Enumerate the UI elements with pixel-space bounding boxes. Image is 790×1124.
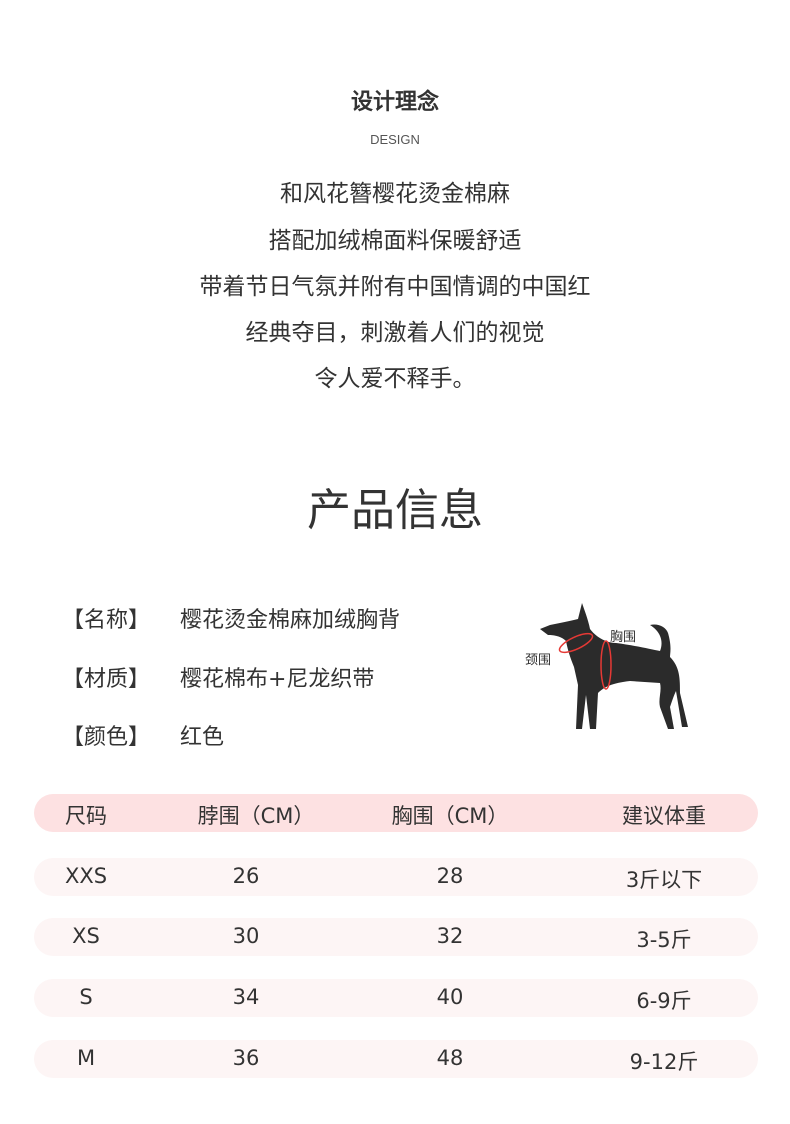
table-cell: 6-9斤 xyxy=(636,989,692,1013)
dog-silhouette xyxy=(540,603,688,729)
dog-measurement-diagram: 胸围 颈围 xyxy=(525,603,688,729)
field-label: 【颜色】 xyxy=(62,725,151,750)
table-row: M 36 48 9-12斤 xyxy=(34,1040,758,1078)
table-cell: 40 xyxy=(436,985,464,1009)
size-table-header: 尺码 脖围（CM） 胸围（CM） 建议体重 xyxy=(34,794,758,832)
table-cell: 3斤以下 xyxy=(625,868,703,892)
table-cell: 9-12斤 xyxy=(629,1050,699,1074)
field-name: 【名称】 樱花烫金棉麻加绒胸背 xyxy=(62,602,400,634)
design-line: 经典夺目，刺激着人们的视觉 xyxy=(245,320,545,346)
header-cell: 脖围（CM） xyxy=(197,804,315,828)
design-line: 带着节日气氛并附有中国情调的中国红 xyxy=(199,274,591,300)
chest-label: 胸围 xyxy=(610,630,636,645)
design-line: 令人爱不释手。 xyxy=(314,366,476,392)
field-value: 樱花棉布+尼龙织带 xyxy=(180,667,375,692)
table-cell: XS xyxy=(72,924,100,948)
table-cell: XXS xyxy=(64,864,108,888)
table-cell: 48 xyxy=(436,1046,464,1070)
design-subtitle: DESIGN xyxy=(370,132,420,147)
neck-label: 颈围 xyxy=(525,653,551,668)
table-cell: S xyxy=(79,985,93,1009)
field-material: 【材质】 樱花棉布+尼龙织带 xyxy=(62,661,374,693)
header-cell: 尺码 xyxy=(65,804,107,828)
field-label: 【名称】 xyxy=(62,608,151,633)
design-line: 和风花簪樱花烫金棉麻 xyxy=(280,181,510,207)
table-row: S 34 40 6-9斤 xyxy=(34,979,758,1017)
field-label: 【材质】 xyxy=(62,667,151,692)
design-title: 设计理念 xyxy=(350,90,439,115)
header-cell: 胸围（CM） xyxy=(391,804,509,828)
table-cell: 3-5斤 xyxy=(636,928,692,952)
product-info-title: 产品信息 xyxy=(307,485,483,536)
table-row: XS 30 32 3-5斤 xyxy=(34,918,758,956)
field-color: 【颜色】 红色 xyxy=(62,719,224,751)
neck-measure-ring xyxy=(558,632,594,654)
table-cell: 34 xyxy=(232,985,260,1009)
table-cell: 32 xyxy=(436,924,464,948)
design-line: 搭配加绒棉面料保暖舒适 xyxy=(268,228,522,254)
table-row: XXS 26 28 3斤以下 xyxy=(34,858,758,896)
table-cell: 28 xyxy=(436,864,464,888)
header-cell: 建议体重 xyxy=(622,804,706,828)
table-cell: 36 xyxy=(232,1046,260,1070)
table-cell: 26 xyxy=(232,864,260,888)
chest-measure-ring xyxy=(600,640,612,690)
field-value: 红色 xyxy=(180,725,225,750)
table-cell: 30 xyxy=(232,924,260,948)
table-cell: M xyxy=(76,1046,96,1070)
field-value: 樱花烫金棉麻加绒胸背 xyxy=(180,608,401,633)
